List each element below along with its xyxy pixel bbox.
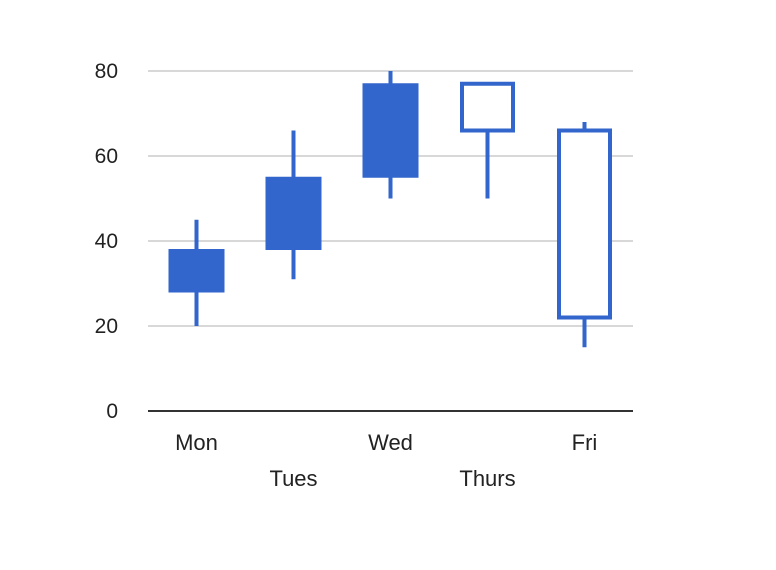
y-tick-label-40: 40 — [95, 230, 118, 253]
candle-body — [557, 128, 612, 320]
candle-fri — [557, 122, 612, 348]
y-tick-label-80: 80 — [95, 60, 118, 83]
x-label-fri: Fri — [572, 430, 598, 455]
x-label-tues: Tues — [269, 466, 317, 491]
candle-mon — [168, 219, 225, 326]
y-tick-label-60: 60 — [95, 145, 118, 168]
candle-thurs — [460, 81, 515, 199]
candle-tues — [265, 130, 322, 280]
x-axis-category-labels: Mon Tues Wed Thurs Fri — [175, 430, 597, 491]
x-label-thurs: Thurs — [459, 466, 515, 491]
y-tick-label-20: 20 — [95, 315, 118, 338]
y-axis-tick-labels: 0 20 40 60 80 — [95, 60, 118, 423]
candle-wed — [362, 71, 419, 199]
candles — [168, 71, 612, 348]
candle-body — [460, 81, 515, 133]
y-tick-label-0: 0 — [106, 400, 118, 423]
x-label-mon: Mon — [175, 430, 218, 455]
candle-body — [168, 249, 225, 293]
candle-body — [362, 83, 419, 178]
candle-body — [265, 176, 322, 250]
x-label-wed: Wed — [368, 430, 413, 455]
